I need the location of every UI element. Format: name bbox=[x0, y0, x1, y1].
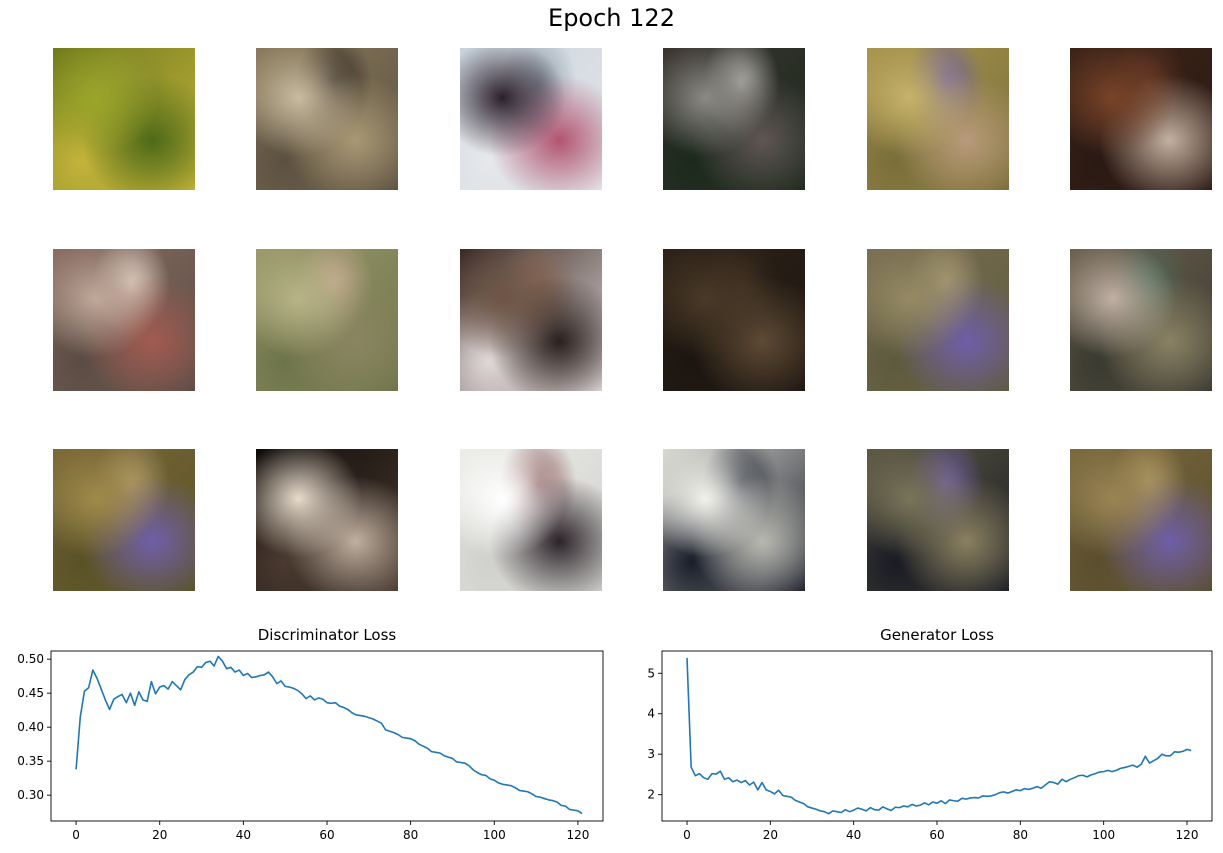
generated-sample-image bbox=[1070, 48, 1212, 190]
generator-loss-chart: 0 20 40 60 80 100 120 2 3 4 5 bbox=[647, 650, 1213, 842]
generator-x-tick-label: 20 bbox=[763, 828, 778, 842]
discriminator-y-tick-label: 0.30 bbox=[17, 788, 44, 802]
generated-sample-image bbox=[867, 249, 1009, 391]
generator-y-tick-label: 4 bbox=[647, 707, 655, 721]
discriminator-x-tick-label: 0 bbox=[72, 828, 80, 842]
discriminator-x-tick-label: 100 bbox=[483, 828, 506, 842]
generated-sample-image bbox=[460, 249, 602, 391]
generated-sample-image bbox=[256, 48, 398, 190]
generated-sample-image bbox=[663, 449, 805, 591]
generated-sample-image bbox=[663, 249, 805, 391]
generator-x-tick-label: 40 bbox=[846, 828, 861, 842]
discriminator-y-tick-label: 0.45 bbox=[17, 686, 44, 700]
generated-sample-image bbox=[460, 449, 602, 591]
generator-y-tick-label: 3 bbox=[647, 747, 655, 761]
generated-sample-image bbox=[1070, 249, 1212, 391]
generator-x-tick-label: 0 bbox=[683, 828, 691, 842]
discriminator-x-tick-label: 40 bbox=[236, 828, 251, 842]
generator-axes-frame bbox=[661, 650, 1213, 822]
generator-y-tick-label: 5 bbox=[647, 666, 655, 680]
discriminator-x-tick-label: 80 bbox=[403, 828, 418, 842]
discriminator-axes-frame bbox=[50, 650, 604, 822]
discriminator-y-tick-label: 0.35 bbox=[17, 754, 44, 768]
discriminator-x-tick-label: 120 bbox=[566, 828, 589, 842]
discriminator-loss-chart: 0 20 40 60 80 100 120 0.30 0.35 0.40 0.45 0.50 bbox=[17, 650, 604, 842]
discriminator-y-tick-label: 0.50 bbox=[17, 652, 44, 666]
figure-title: Epoch 122 bbox=[548, 4, 675, 32]
generator-x-tick-label: 80 bbox=[1013, 828, 1028, 842]
generated-sample-image bbox=[867, 449, 1009, 591]
discriminator-x-tick-label: 60 bbox=[319, 828, 334, 842]
generated-sample-image bbox=[663, 48, 805, 190]
discriminator-series-line bbox=[75, 655, 583, 815]
generator-x-tick-label: 100 bbox=[1092, 828, 1115, 842]
generated-sample-image bbox=[1070, 449, 1212, 591]
generator-x-tick-label: 60 bbox=[929, 828, 944, 842]
generated-sample-image bbox=[867, 48, 1009, 190]
generator-y-tick-label: 2 bbox=[647, 788, 655, 802]
generated-sample-image bbox=[256, 249, 398, 391]
generator-x-tick-label: 120 bbox=[1176, 828, 1199, 842]
generated-sample-image bbox=[256, 449, 398, 591]
generator-series-line bbox=[686, 657, 1192, 815]
generated-sample-image bbox=[53, 449, 195, 591]
discriminator-y-tick-label: 0.40 bbox=[17, 720, 44, 734]
generated-sample-image bbox=[53, 249, 195, 391]
generator-loss-title: Generator Loss bbox=[880, 626, 994, 644]
generated-sample-image bbox=[460, 48, 602, 190]
discriminator-x-tick-label: 20 bbox=[152, 828, 167, 842]
discriminator-loss-title: Discriminator Loss bbox=[257, 626, 397, 644]
generated-sample-image bbox=[53, 48, 195, 190]
